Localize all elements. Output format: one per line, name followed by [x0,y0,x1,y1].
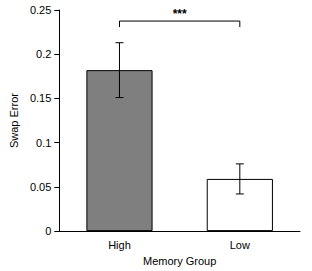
svg-text:***: *** [173,7,187,21]
svg-text:0.05: 0.05 [30,181,51,193]
svg-text:0: 0 [45,225,51,237]
svg-text:0.25: 0.25 [30,4,51,16]
svg-text:Low: Low [230,239,250,251]
svg-text:0.2: 0.2 [36,48,51,60]
svg-text:Swap Error: Swap Error [8,93,20,148]
svg-text:High: High [108,239,131,251]
svg-text:Memory Group: Memory Group [143,255,216,267]
svg-text:0.15: 0.15 [30,92,51,104]
svg-text:0.1: 0.1 [36,137,51,149]
